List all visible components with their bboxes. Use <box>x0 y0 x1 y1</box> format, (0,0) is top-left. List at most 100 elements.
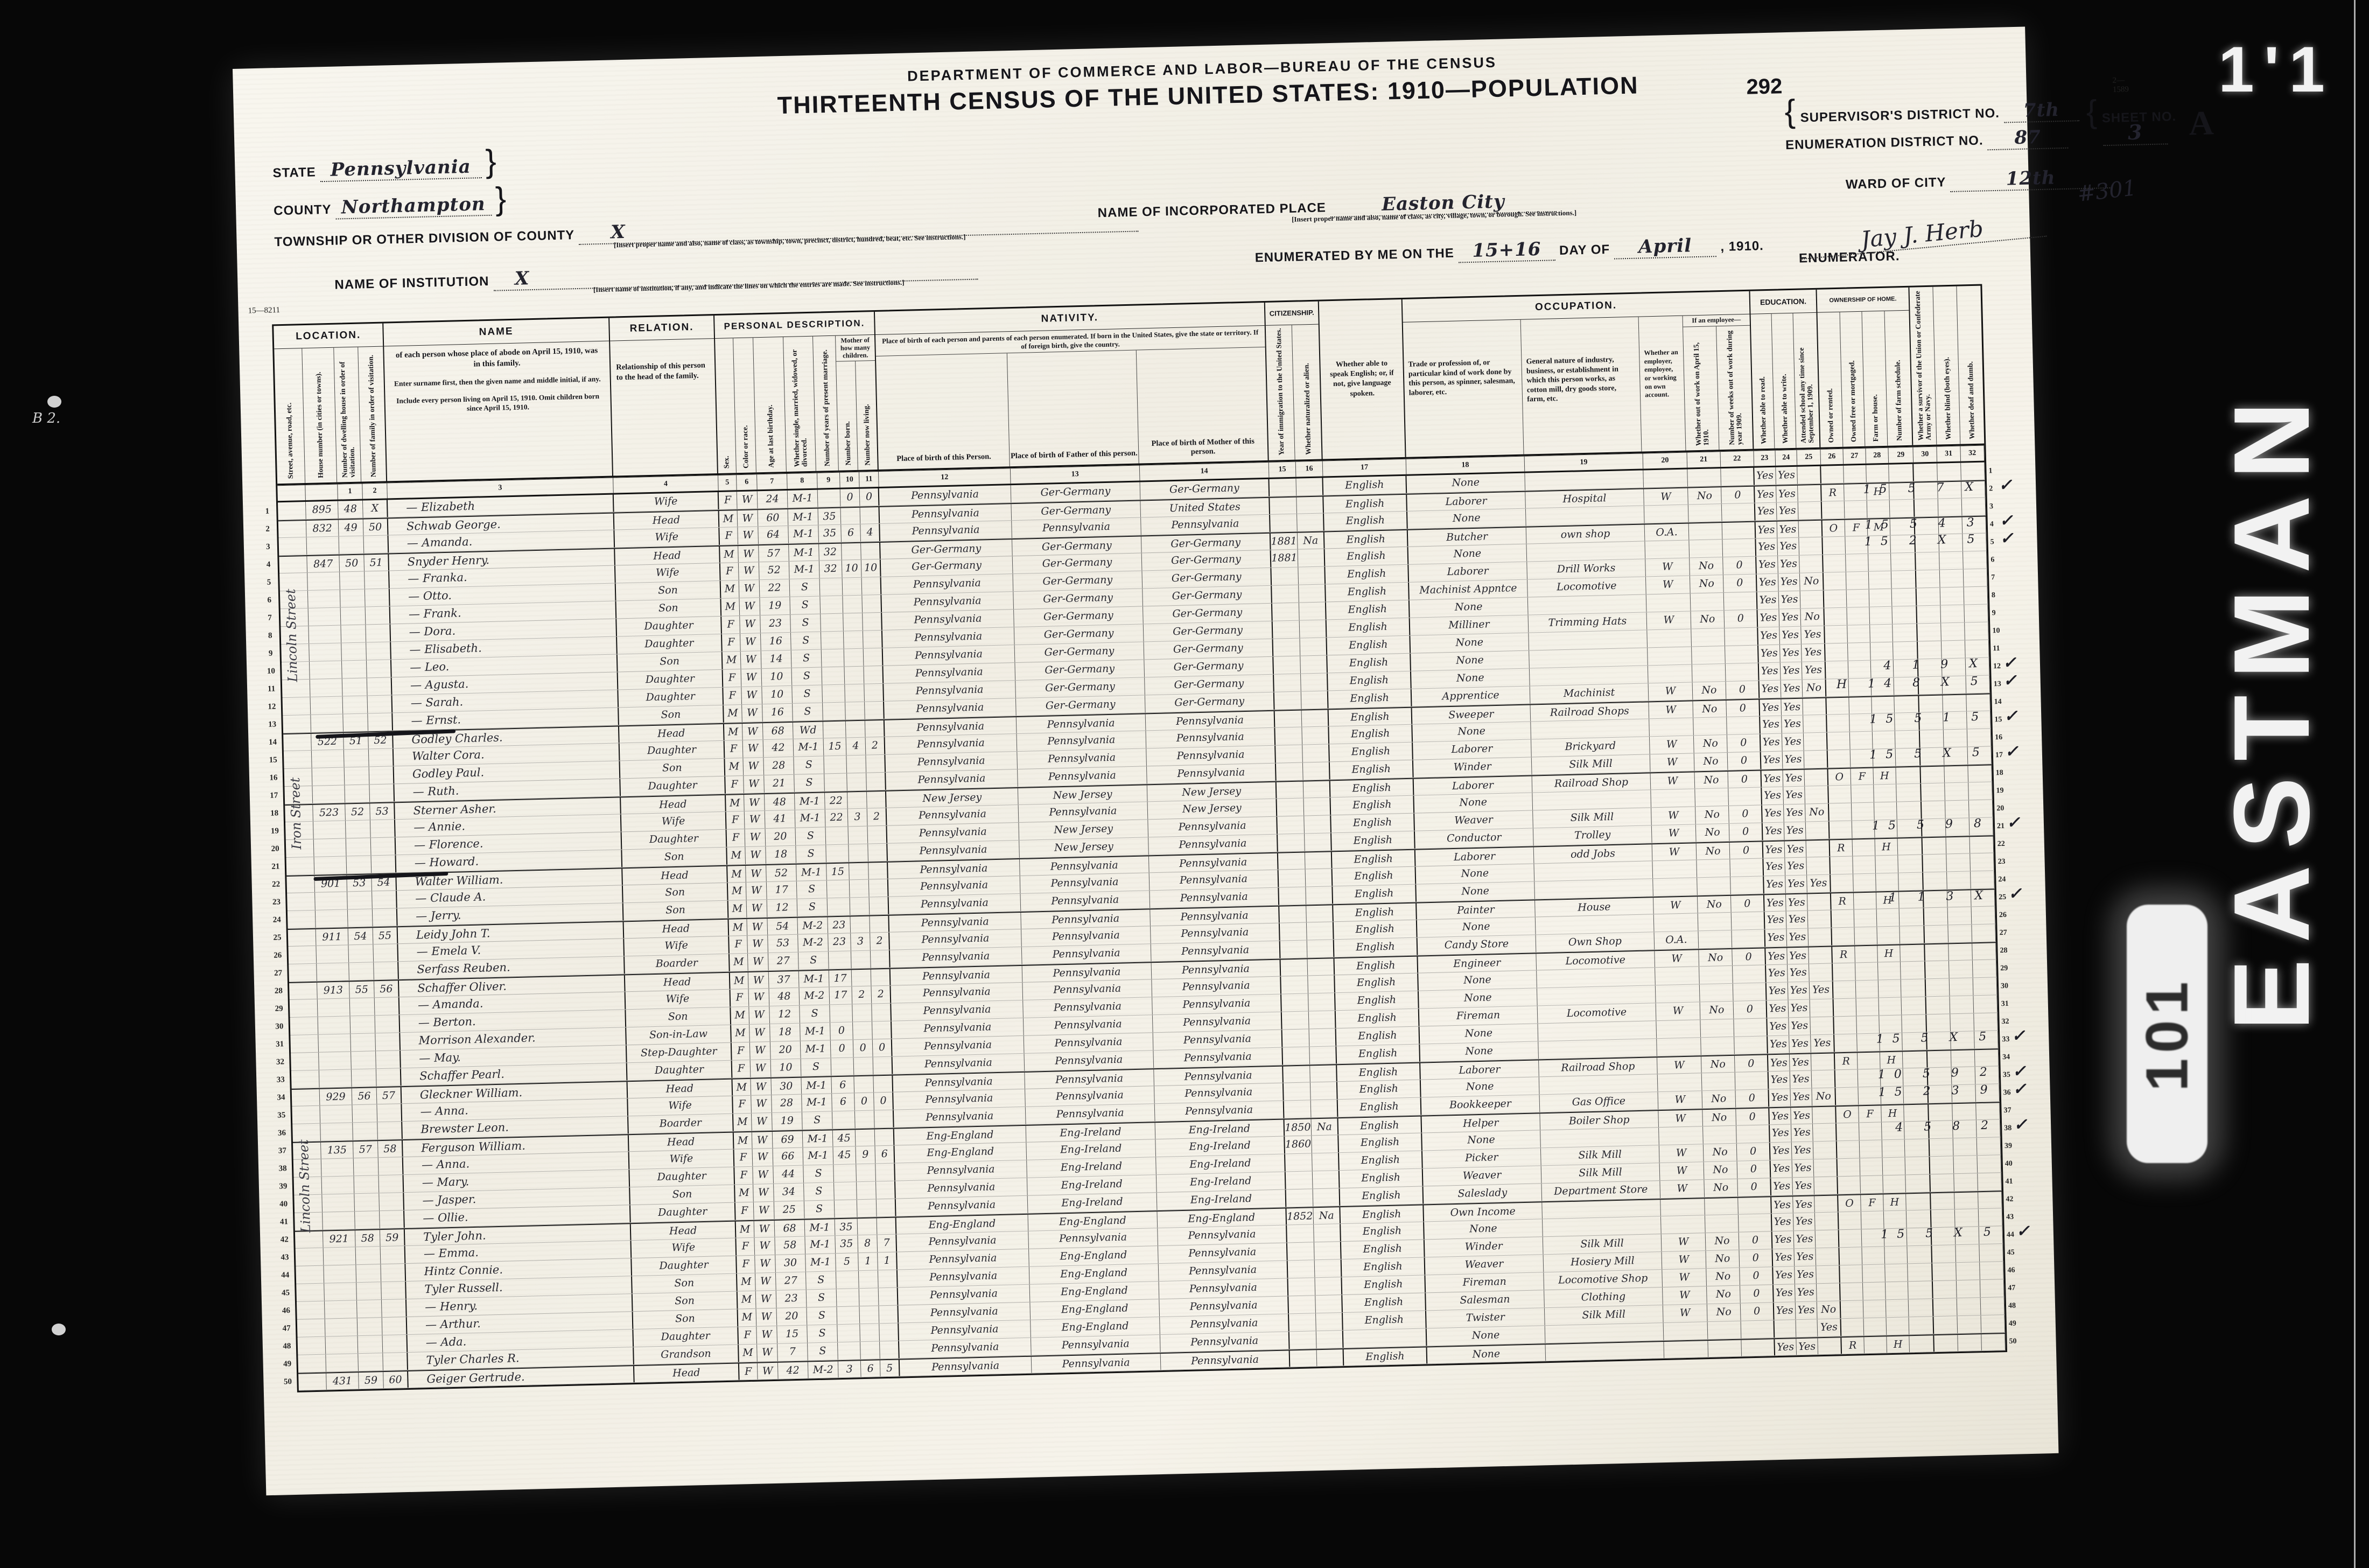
cell-st <box>291 1052 319 1070</box>
cell-house <box>325 1335 359 1354</box>
cell-c30 <box>1921 801 1946 819</box>
cell-rel: Wife <box>615 563 721 583</box>
enumerator-signature: Jay J. Herb <box>1797 209 2047 260</box>
cell-cb <box>849 863 869 880</box>
line-number: 48 <box>2008 1301 2016 1310</box>
cell-st <box>283 733 312 751</box>
cell-cb <box>849 879 870 898</box>
cell-pob: Pennsylvania <box>884 680 1016 701</box>
cell-fh <box>1867 500 1890 518</box>
line-number: 22 <box>272 880 281 889</box>
cell-wks <box>1733 965 1767 983</box>
cell-wr: Yes <box>1783 786 1805 804</box>
cell-cr: W <box>738 526 759 544</box>
cell-cl <box>879 1323 899 1341</box>
cell-age: 7 <box>777 1343 808 1361</box>
cell-lang: English <box>1334 937 1418 957</box>
cell-own <box>1838 1176 1861 1194</box>
cell-trd: Machinist Appntce <box>1409 579 1528 600</box>
cell-fm <box>1861 1211 1884 1229</box>
cell-trd: None <box>1420 1077 1540 1097</box>
cell-emp: O.A. <box>1654 931 1699 949</box>
cell-cb <box>846 755 867 773</box>
cell-nat <box>1297 513 1324 531</box>
cell-mar: S <box>794 774 825 792</box>
cell-house <box>308 607 341 626</box>
cell-sx: M <box>727 846 746 865</box>
table-body: 895 48 X — Elizabeth Wife F W 24 M-1 0 0 Pennsylvan… <box>277 462 2006 1391</box>
cell-nat <box>1305 833 1332 851</box>
cell-lang: English <box>1329 724 1413 744</box>
cell-house: 895 <box>305 501 339 519</box>
cell-c31 <box>1956 1279 1981 1298</box>
cell-house: 929 <box>319 1088 353 1105</box>
cell-pob: Eng-England <box>894 1125 1027 1145</box>
cell-dw <box>340 589 366 607</box>
cell-emp <box>1644 505 1689 523</box>
cell-pm: Pennsylvania <box>1158 1243 1288 1263</box>
cell-wr: Yes <box>1783 804 1806 822</box>
cell-age: 19 <box>760 597 791 615</box>
line-number: 7 <box>268 613 272 622</box>
col-children-born-header: Num­ber born. <box>843 421 852 466</box>
cell-sx: M <box>733 1132 753 1149</box>
cell-emp <box>1653 878 1698 897</box>
clerk-code: 15 2 3 9 <box>1878 1083 1996 1100</box>
cell-ind <box>1526 541 1646 562</box>
cell-pf: Eng-Ireland <box>1027 1174 1157 1195</box>
cell-c32 <box>1980 1261 2004 1279</box>
cell-ind: own shop <box>1526 524 1645 544</box>
cell-fam <box>366 642 391 660</box>
cell-yrs <box>822 684 846 703</box>
cell-dw: 52 <box>345 803 370 821</box>
cell-emp <box>1643 469 1688 488</box>
cell-own <box>1835 1087 1859 1105</box>
cell-age: 22 <box>759 579 790 597</box>
cell-sx: F <box>735 1202 754 1220</box>
cell-pob: Pennsylvania <box>895 1160 1027 1181</box>
cell-pf: Pennsylvania <box>1025 1086 1155 1107</box>
cell-mar: M-1 <box>794 793 825 810</box>
cell-ind <box>1525 470 1644 491</box>
cell-trd: Winder <box>1424 1237 1544 1257</box>
cell-wr: Yes <box>1796 1338 1819 1355</box>
cell-c30 <box>1917 605 1942 624</box>
cell-age: 10 <box>761 668 793 686</box>
cell-pf: Ger-Germany <box>1014 606 1144 627</box>
cell-c30 <box>1934 1334 1958 1352</box>
cell-cl <box>871 969 891 986</box>
cell-lang: English <box>1340 1186 1424 1206</box>
cell-age: 34 <box>774 1183 804 1201</box>
cell-fm <box>1849 731 1873 750</box>
cell-pf: New Jersey <box>1019 820 1149 840</box>
cell-imm <box>1282 1029 1310 1047</box>
cell-yrs: 6 <box>831 1076 855 1094</box>
cell-own <box>1837 1158 1861 1177</box>
cell-rd: Yes <box>1775 1338 1797 1355</box>
cell-nat <box>1299 620 1327 638</box>
cell-c30 <box>1916 570 1940 588</box>
cell-wr: Yes <box>1789 1035 1811 1053</box>
eastman-watermark: EASTMAN <box>2212 385 2332 1031</box>
cell-ind <box>1542 1216 1662 1237</box>
cell-dw <box>350 1016 376 1034</box>
cell-pm: Pennsylvania <box>1150 887 1280 908</box>
cell-pob: Pennsylvania <box>896 1231 1029 1252</box>
col-number: 17 <box>1322 459 1407 477</box>
name-text2: Enter surname first, then the given name… <box>394 375 601 388</box>
cell-pob: Pennsylvania <box>886 804 1019 825</box>
line-number: 45 <box>2007 1248 2015 1257</box>
cell-cl <box>866 791 887 808</box>
cell-fs <box>1907 1245 1933 1264</box>
cell-trd: None <box>1414 793 1533 813</box>
cell-age: 15 <box>777 1325 808 1343</box>
cell-lang: English <box>1333 920 1418 940</box>
cell-own <box>1835 1069 1859 1088</box>
cell-imm <box>1287 1242 1315 1261</box>
cell-rd: Yes <box>1761 751 1783 769</box>
cell-wr <box>1796 1319 1818 1337</box>
cell-cr: W <box>739 597 761 615</box>
group-education: EDUCATION. <box>1750 289 1817 314</box>
cell-rd: Yes <box>1767 1000 1789 1018</box>
cell-sx: M <box>727 882 747 900</box>
